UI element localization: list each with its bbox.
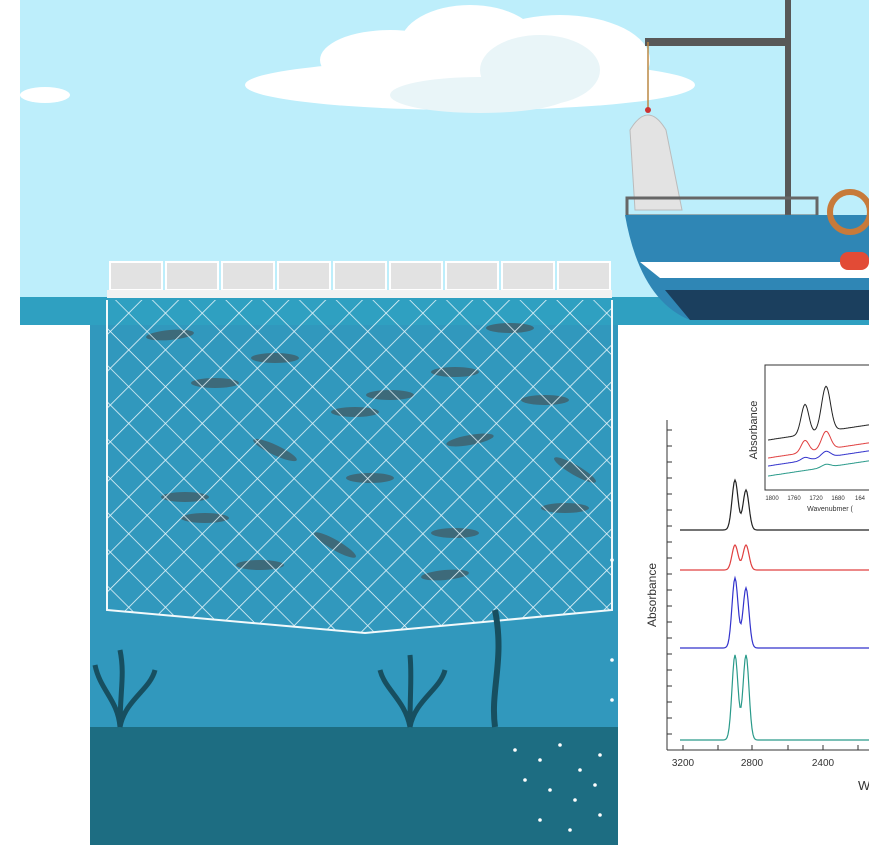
spectrum-curve	[680, 654, 869, 741]
particle	[593, 783, 597, 787]
particle	[538, 818, 542, 822]
seaweed	[92, 609, 502, 728]
net-rope	[107, 290, 612, 298]
cloud-shade	[390, 35, 600, 113]
x-tick-label: 2400	[812, 758, 835, 769]
particle	[598, 813, 602, 817]
boat	[625, 0, 869, 320]
inset-x-tick-label: 164	[855, 496, 866, 502]
particle	[548, 788, 552, 792]
float	[165, 261, 219, 291]
float	[389, 261, 443, 291]
x-axis-label: W	[858, 778, 869, 793]
particle	[598, 753, 602, 757]
float	[221, 261, 275, 291]
spectrum-chart: Absorbance 3200 2800 2400 W Absorbance W…	[645, 364, 869, 793]
inset-y-label: Absorbance	[748, 401, 760, 460]
spectrum-curve	[680, 478, 869, 531]
x-tick-label: 2800	[741, 758, 764, 769]
particle	[513, 748, 517, 752]
inset-curve	[767, 450, 869, 467]
particle	[610, 558, 614, 562]
inset-x-label: Wavenubmer (	[807, 506, 853, 513]
inset-curve	[767, 460, 869, 477]
float	[557, 261, 611, 291]
particle	[610, 658, 614, 662]
net-outline	[106, 300, 613, 635]
inset-x-tick-label: 1760	[787, 496, 801, 502]
float	[277, 261, 331, 291]
float	[109, 261, 163, 291]
net	[107, 300, 612, 633]
inset-x-tick-label: 1800	[765, 496, 779, 502]
inset-x-tick-label: 1720	[809, 496, 823, 502]
cloud-small	[20, 87, 70, 103]
particle	[538, 758, 542, 762]
float-row	[109, 261, 611, 291]
seabed	[90, 727, 618, 845]
inset-x-tick-label: 1680	[831, 496, 845, 502]
inset-curve	[767, 430, 869, 459]
y-axis-label: Absorbance	[645, 563, 659, 627]
particle	[568, 828, 572, 832]
particles	[513, 558, 614, 832]
float	[445, 261, 499, 291]
particle	[523, 778, 527, 782]
float	[501, 261, 555, 291]
spectrum-curve	[680, 575, 869, 649]
particle	[558, 743, 562, 747]
particle	[610, 698, 614, 702]
inset-curve	[767, 385, 869, 441]
x-tick-label: 3200	[672, 758, 695, 769]
particle	[573, 798, 577, 802]
spectrum-curve	[680, 544, 869, 571]
particle	[578, 768, 582, 772]
float	[333, 261, 387, 291]
